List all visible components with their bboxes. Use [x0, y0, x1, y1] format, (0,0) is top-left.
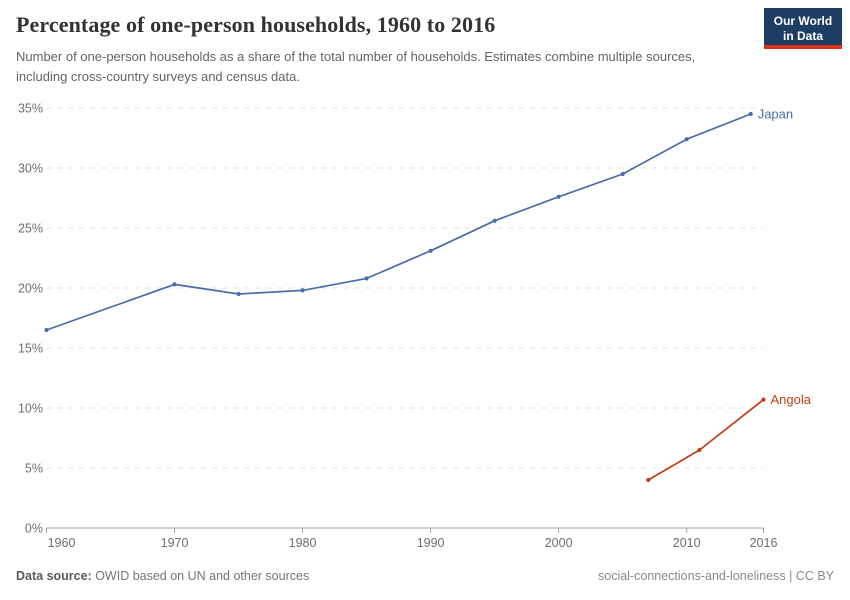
y-tick-label: 30%: [18, 162, 43, 176]
y-tick-label: 10%: [18, 402, 43, 416]
x-tick-label: 2000: [545, 536, 573, 550]
attribution: social-connections-and-loneliness | CC B…: [598, 569, 834, 583]
series-label-japan: Japan: [758, 107, 793, 122]
x-tick-label: 1990: [417, 536, 445, 550]
data-point-japan: [684, 137, 689, 142]
data-point-japan: [364, 276, 369, 281]
owid-logo-stripe: [764, 45, 842, 49]
series-line-japan: [46, 113, 752, 331]
y-tick-label: 35%: [18, 102, 43, 116]
data-point-japan: [556, 194, 561, 199]
series-label-angola: Angola: [771, 392, 812, 407]
x-tick-label: 1980: [289, 536, 317, 550]
data-point-angola: [761, 397, 766, 402]
y-tick-label: 20%: [18, 282, 43, 296]
data-point-japan: [172, 282, 177, 287]
y-tick-label: 25%: [18, 222, 43, 236]
data-point-japan: [236, 291, 241, 297]
chart-footer: Data source: OWID based on UN and other …: [0, 560, 850, 600]
owid-logo-line1: Our World: [773, 14, 833, 28]
x-tick-label: 2010: [673, 536, 701, 550]
chart-area: 0% 5% 10% 15% 20% 25% 30% 35% 1960 1970 1980 1990 20…: [0, 88, 850, 563]
owid-logo: Our World in Data: [764, 8, 842, 49]
owid-logo-line2: in Data: [782, 29, 823, 43]
data-point-japan: [492, 218, 497, 223]
data-point-japan: [300, 288, 305, 293]
data-source: Data source: OWID based on UN and other …: [16, 569, 309, 583]
x-tick-label: 1970: [161, 536, 189, 550]
y-tick-label: 0%: [25, 522, 43, 536]
data-point-angola: [697, 447, 702, 453]
line-chart-svg: 0% 5% 10% 15% 20% 25% 30% 35% 1960 1970 1980 1990 20…: [18, 102, 812, 551]
data-point-japan: [44, 327, 49, 333]
data-point-japan: [428, 248, 433, 253]
chart-header: Percentage of one-person households, 196…: [0, 0, 850, 86]
data-point-japan: [748, 111, 753, 117]
data-source-label: Data source:: [16, 569, 92, 583]
data-point-japan: [620, 171, 625, 177]
chart-subtitle: Number of one-person households as a sha…: [16, 49, 696, 84]
y-tick-label: 5%: [25, 462, 43, 476]
y-tick-label: 15%: [18, 342, 43, 356]
data-point-angola: [646, 477, 651, 483]
chart-title: Percentage of one-person households, 196…: [16, 12, 496, 37]
x-tick-label: 2016: [750, 536, 778, 550]
data-source-text: OWID based on UN and other sources: [91, 569, 310, 583]
x-tick-label: 1960: [48, 536, 76, 550]
